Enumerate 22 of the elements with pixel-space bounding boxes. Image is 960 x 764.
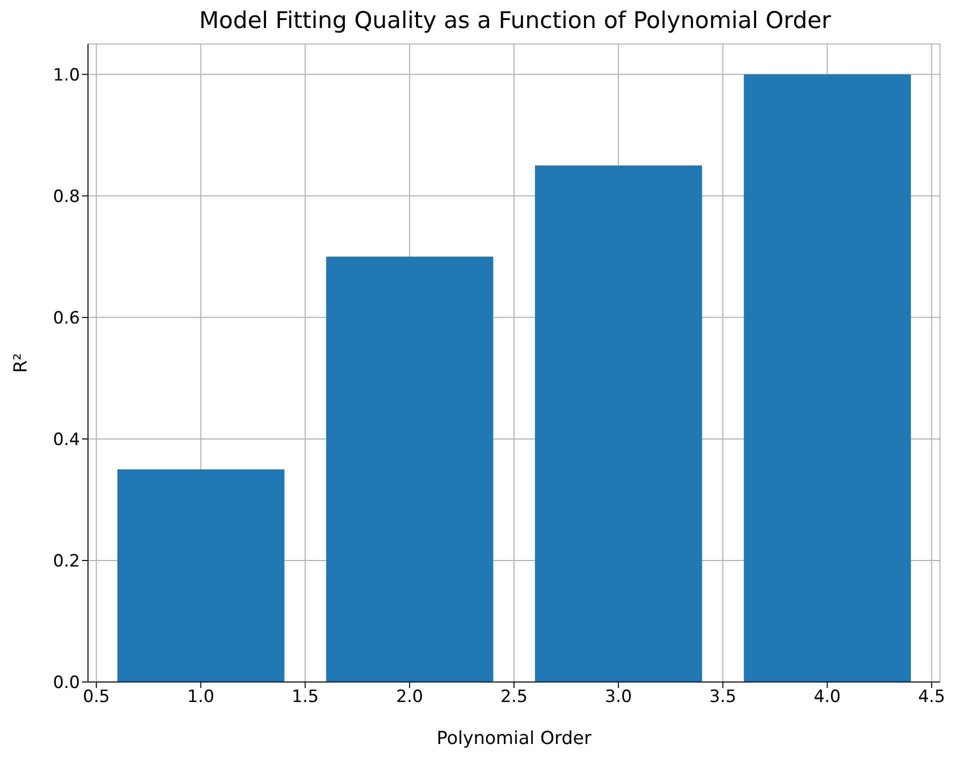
y-tick-label: 0.2 <box>52 552 80 572</box>
bar <box>326 256 494 682</box>
x-tick-label: 4.0 <box>814 687 841 708</box>
chart-title: Model Fitting Quality as a Function of Polynomial Order <box>198 8 832 34</box>
y-axis-title: R² <box>10 353 32 373</box>
x-tick-label: 4.5 <box>918 687 946 708</box>
y-tick-label: 1.0 <box>52 65 80 86</box>
y-tick-label: 0.0 <box>52 673 80 694</box>
x-tick-label: 1.5 <box>292 687 319 708</box>
x-tick-label: 2.0 <box>396 687 424 708</box>
y-tick-label: 0.6 <box>52 308 80 328</box>
x-axis-title: Polynomial Order <box>436 728 592 749</box>
bar <box>744 74 911 682</box>
x-tick-label: 1.0 <box>187 687 214 708</box>
bar <box>117 469 284 682</box>
x-tick-label: 0.5 <box>82 687 110 708</box>
x-tick-label: 3.0 <box>604 687 632 708</box>
bar <box>535 166 702 682</box>
y-tick-label: 0.4 <box>52 430 80 450</box>
y-tick-label: 0.8 <box>52 186 80 207</box>
x-tick-label: 3.5 <box>709 687 736 708</box>
x-tick-label: 2.5 <box>500 687 528 708</box>
